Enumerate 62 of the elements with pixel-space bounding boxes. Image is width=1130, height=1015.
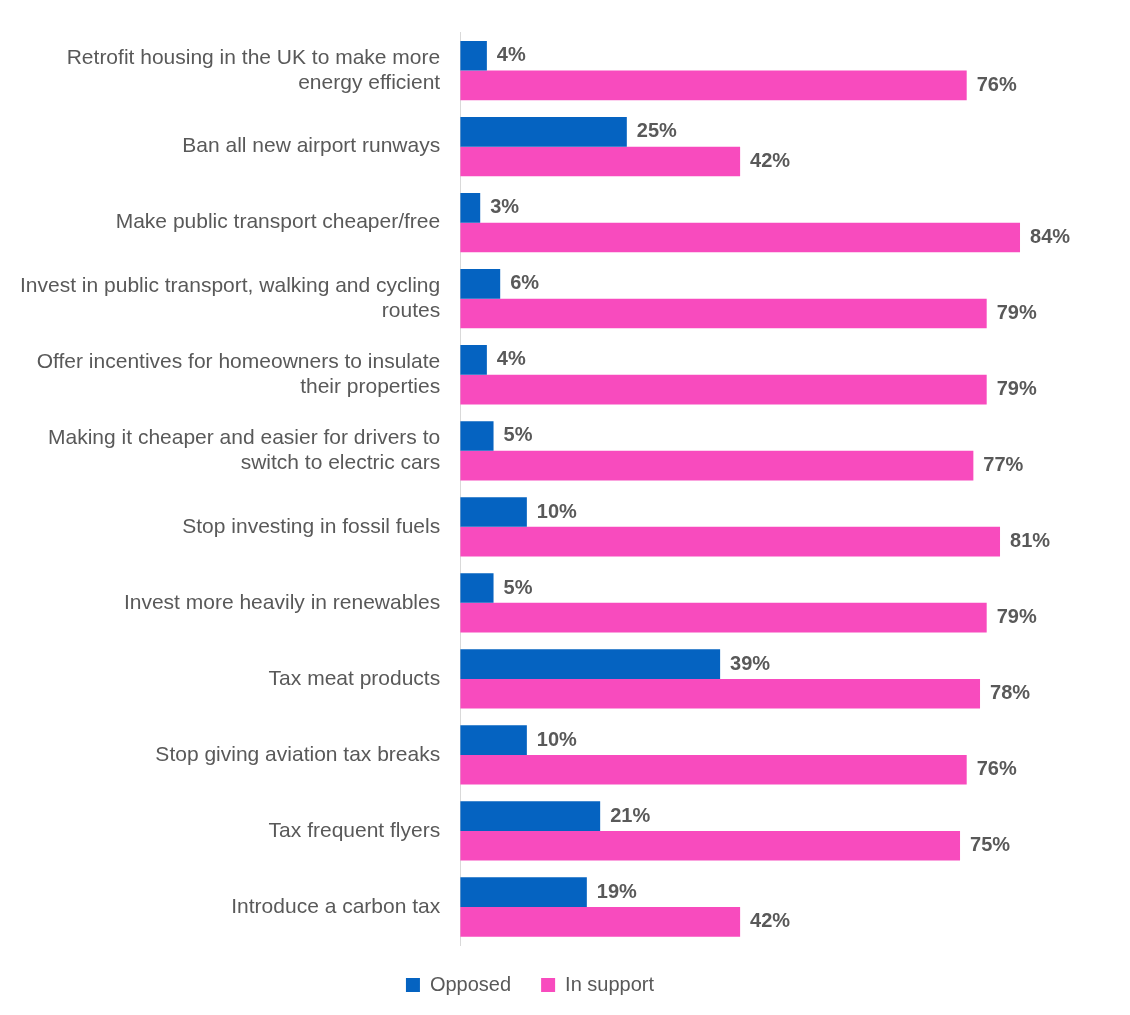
y-tick-label: Retrofit housing in the UK to make more energy efficient xyxy=(66,44,441,94)
data-label: 76% xyxy=(976,757,1017,780)
data-label: 42% xyxy=(750,909,791,932)
y-tick-label: Invest more heavily in renewables xyxy=(123,589,441,613)
bar xyxy=(460,573,494,603)
data-label: 78% xyxy=(990,681,1031,704)
y-tick-label: Stop investing in fossil fuels xyxy=(182,513,441,537)
legend-label: In support xyxy=(565,972,655,995)
y-tick-label: Offer incentives for homeowners to insulate their properties xyxy=(36,348,441,398)
data-label: 10% xyxy=(536,727,578,750)
bar xyxy=(460,269,501,299)
data-label: 6% xyxy=(510,271,540,294)
legend-label: Opposed xyxy=(429,972,512,995)
bar xyxy=(460,678,981,709)
data-label: 5% xyxy=(503,575,533,598)
y-tick-label: Making it cheaper and easier for drivers to switch to electric cars xyxy=(48,424,441,474)
bar xyxy=(460,906,741,937)
bar xyxy=(460,421,494,451)
data-label: 81% xyxy=(1010,529,1051,552)
bar xyxy=(460,222,1021,253)
bar xyxy=(460,40,487,71)
bar xyxy=(460,801,601,831)
bar xyxy=(460,345,487,375)
bar xyxy=(460,193,481,223)
bar xyxy=(460,497,527,527)
data-label: 19% xyxy=(596,879,638,902)
data-label: 75% xyxy=(970,833,1011,856)
bar xyxy=(460,602,987,633)
bar xyxy=(460,117,627,147)
data-label: 42% xyxy=(750,148,791,171)
data-label: 79% xyxy=(996,377,1037,400)
bar xyxy=(460,450,974,481)
bar xyxy=(460,298,987,329)
data-label: 4% xyxy=(496,43,526,66)
y-tick-label: Tax meat products xyxy=(268,665,441,689)
data-label: 21% xyxy=(610,803,651,826)
bar xyxy=(460,725,527,755)
y-tick-label: Invest in public transport, walking and cycling routes xyxy=(20,272,441,322)
bar xyxy=(460,877,587,907)
bar xyxy=(460,754,967,785)
data-label: 76% xyxy=(976,72,1017,95)
bar xyxy=(460,146,741,177)
y-tick-label: Introduce a carbon tax xyxy=(231,893,441,917)
bar xyxy=(460,830,961,861)
data-label: 10% xyxy=(536,499,578,522)
y-tick-label: Ban all new airport runways xyxy=(182,133,441,157)
bar xyxy=(460,526,1001,557)
data-label: 84% xyxy=(1030,225,1071,248)
data-label: 25% xyxy=(636,119,678,142)
data-label: 79% xyxy=(996,605,1037,628)
data-label: 5% xyxy=(503,423,533,446)
y-tick-label: Tax frequent flyers xyxy=(268,817,441,841)
y-tick-label: Stop giving aviation tax breaks xyxy=(155,741,441,765)
bar xyxy=(460,374,987,405)
data-label: 39% xyxy=(730,651,771,674)
y-tick-label: Make public transport cheaper/free xyxy=(115,209,441,233)
bar xyxy=(460,649,721,679)
data-label: 79% xyxy=(996,301,1037,324)
data-label: 77% xyxy=(983,453,1024,476)
data-label: 3% xyxy=(490,195,520,218)
bar xyxy=(460,70,967,101)
data-label: 4% xyxy=(496,347,526,370)
